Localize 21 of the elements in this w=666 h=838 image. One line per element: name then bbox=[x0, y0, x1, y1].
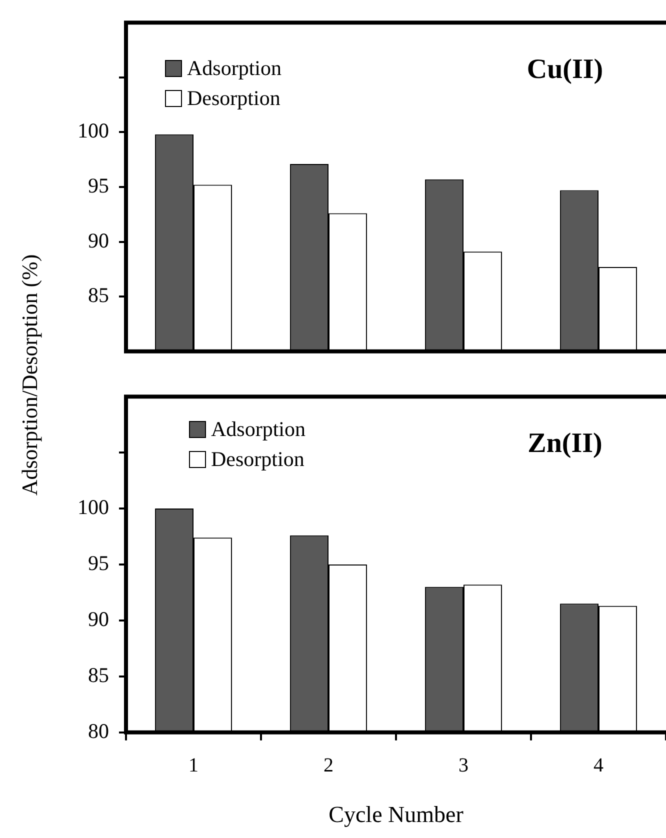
text: Cu(II) bbox=[526, 54, 604, 85]
y-tick-label: 90 bbox=[88, 606, 109, 631]
y-tick-label: 80 bbox=[88, 718, 109, 743]
x-axis-title: Cycle Number bbox=[328, 802, 464, 828]
x-tick-label: 3 bbox=[458, 754, 468, 777]
y-tick-label: 95 bbox=[88, 551, 109, 576]
x-tick-label: 4 bbox=[594, 754, 604, 777]
legend-label: Adsorption bbox=[211, 416, 306, 443]
y-tick-label: 95 bbox=[88, 174, 109, 198]
x-tick-label: 1 bbox=[188, 754, 198, 777]
y-tick-label: 85 bbox=[88, 283, 109, 308]
legend-label: Desorption bbox=[187, 85, 280, 112]
y-tick-label: 90 bbox=[88, 228, 109, 252]
text: Zn(II) bbox=[528, 428, 602, 459]
legend-label: Desorption bbox=[211, 446, 304, 473]
y-tick-label: 85 bbox=[88, 662, 109, 687]
y-tick-label: 100 bbox=[78, 495, 109, 520]
x-tick-label: 2 bbox=[324, 754, 334, 777]
y-axis-title: Adsorption/Desorption (%) bbox=[17, 254, 43, 496]
legend-label: Adsorption bbox=[187, 55, 282, 82]
y-tick-label: 100 bbox=[78, 118, 109, 143]
